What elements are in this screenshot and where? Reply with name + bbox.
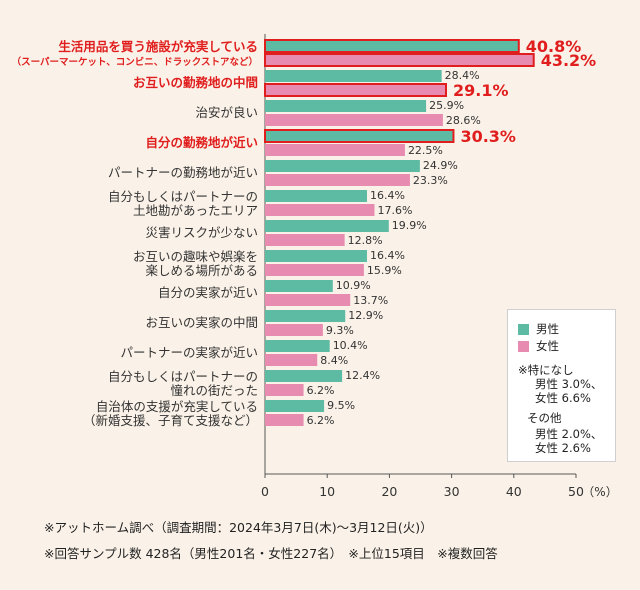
- male-value-label: 40.8%: [526, 37, 582, 56]
- category-label: 自分もしくはパートナーの: [108, 369, 258, 384]
- male-bar: [265, 340, 330, 352]
- legend-none-title: ※特になし: [518, 363, 574, 377]
- category-label-line2: 土地勘があったエリア: [133, 203, 258, 218]
- category-label: 自分の勤務地が近い: [145, 135, 258, 150]
- x-tick-label: 30: [444, 484, 460, 499]
- female-bar: [265, 294, 351, 306]
- x-tick-label: 40: [506, 484, 522, 499]
- category-label-line2: 憧れの街だった: [170, 383, 258, 398]
- female-bar: [265, 234, 345, 246]
- female-value-label: 12.8%: [348, 234, 383, 247]
- category-label: 自分の実家が近い: [158, 285, 258, 300]
- x-unit-label: （%）: [582, 485, 617, 499]
- category-label-line2: （スーパーマーケット、コンビニ、ドラックストアなど）: [12, 56, 258, 68]
- legend-female: 女性: [518, 338, 559, 354]
- female-bar: [265, 114, 443, 126]
- male-bar: [265, 400, 325, 412]
- female-value-label: 15.9%: [367, 264, 402, 277]
- legend-other-male: 男性 2.0%、: [535, 427, 603, 441]
- female-value-label: 9.3%: [326, 324, 354, 337]
- category-label: パートナーの勤務地が近い: [108, 165, 258, 180]
- category-label: お互いの勤務地の中間: [133, 75, 258, 90]
- female-value-label: 23.3%: [413, 174, 448, 187]
- male-value-label: 12.4%: [345, 369, 380, 382]
- female-bar: [265, 264, 364, 276]
- female-bar: [264, 53, 535, 67]
- category-label: パートナーの実家が近い: [120, 345, 258, 360]
- female-bar: [265, 414, 304, 426]
- category-label: 治安が良い: [195, 105, 258, 120]
- female-value-label: 17.6%: [377, 204, 412, 217]
- category-label: お互いの趣味や娯楽を: [133, 249, 258, 264]
- category-label-line2: （新婚支援、子育て支援など）: [83, 413, 258, 428]
- male-value-label: 30.3%: [460, 127, 516, 146]
- female-bar: [265, 174, 410, 186]
- legend-female-swatch: [518, 340, 529, 352]
- male-value-label: 19.9%: [392, 219, 427, 232]
- legend-male-label: 男性: [536, 322, 559, 336]
- female-value-label: 29.1%: [453, 81, 509, 100]
- legend-none-female: 女性 6.6%: [535, 391, 591, 405]
- female-value-label: 28.6%: [446, 114, 481, 127]
- male-value-label: 10.9%: [336, 279, 371, 292]
- legend-female-label: 女性: [536, 339, 559, 353]
- male-value-label: 10.4%: [333, 339, 368, 352]
- x-tick-label: 20: [381, 484, 397, 499]
- female-bar: [264, 83, 448, 97]
- female-value-label: 6.2%: [307, 414, 335, 427]
- male-bar: [265, 160, 420, 172]
- male-bar: [265, 310, 346, 322]
- category-label: 自分もしくはパートナーの: [108, 189, 258, 204]
- male-value-label: 24.9%: [423, 159, 458, 172]
- female-bar: [265, 384, 304, 396]
- male-value-label: 12.9%: [348, 309, 383, 322]
- x-tick-label: 10: [319, 484, 335, 499]
- legend-none-male: 男性 3.0%、: [535, 377, 603, 391]
- male-bar: [264, 129, 455, 143]
- female-value-label: 6.2%: [307, 384, 335, 397]
- male-value-label: 16.4%: [370, 249, 405, 262]
- footnote-survey: ※アットホーム調べ（調査期間：2024年3月7日(木)～3月12日(火)）: [44, 520, 433, 535]
- male-value-label: 9.5%: [327, 399, 355, 412]
- male-value-label: 25.9%: [429, 99, 464, 112]
- male-bar: [265, 190, 368, 202]
- male-bar: [265, 100, 427, 112]
- legend-other-female: 女性 2.6%: [535, 441, 591, 455]
- category-label: 災害リスクが少ない: [145, 225, 258, 240]
- female-value-label: 13.7%: [353, 294, 388, 307]
- female-value-label: 43.2%: [541, 51, 597, 70]
- legend-male-swatch: [518, 323, 529, 335]
- category-label: 自治体の支援が充実している: [96, 399, 258, 414]
- female-bar: [265, 144, 405, 156]
- male-bar: [265, 280, 333, 292]
- x-tick-label: 0: [261, 484, 269, 499]
- male-bar: [265, 220, 389, 232]
- female-bar: [265, 204, 375, 216]
- male-value-label: 28.4%: [445, 69, 480, 82]
- legend-box: 男性 女性 ※特になし 男性 3.0%、 女性 6.6% その他 男性 2.0%…: [507, 309, 616, 462]
- male-value-label: 16.4%: [370, 189, 405, 202]
- footnote-sample: ※回答サンプル数 428名（男性201名・女性227名） ※上位15項目 ※複数…: [44, 546, 498, 561]
- category-label-line2: 楽しめる場所がある: [145, 263, 258, 278]
- category-label: お互いの実家の中間: [145, 315, 258, 330]
- female-value-label: 8.4%: [320, 354, 348, 367]
- legend-male: 男性: [518, 321, 559, 337]
- female-value-label: 22.5%: [408, 144, 443, 157]
- male-bar: [264, 39, 520, 53]
- female-bar: [265, 324, 323, 336]
- female-bar: [265, 354, 318, 366]
- male-bar: [265, 370, 343, 382]
- male-bar: [265, 70, 442, 82]
- category-label: 生活用品を買う施設が充実している: [58, 39, 258, 54]
- x-tick-label: 50: [568, 484, 584, 499]
- male-bar: [265, 250, 368, 262]
- legend-other-title: その他: [527, 411, 562, 425]
